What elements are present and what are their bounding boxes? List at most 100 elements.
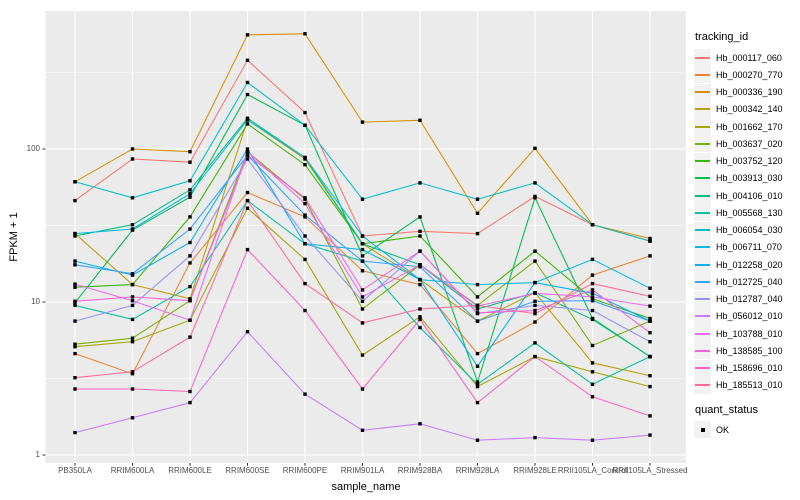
data-point	[648, 239, 652, 243]
data-point	[188, 150, 192, 154]
data-point	[418, 181, 422, 185]
data-point	[360, 120, 365, 124]
data-point	[475, 211, 480, 215]
data-point	[533, 320, 537, 324]
data-point	[303, 201, 307, 206]
legend-key	[694, 290, 711, 308]
legend-label: Hb_185513_010	[716, 380, 783, 391]
data-point	[245, 33, 250, 37]
legend-key	[694, 118, 711, 135]
data-point	[648, 254, 652, 258]
legend-item-Hb_003637_020: Hb_003637_020	[694, 135, 783, 153]
data-point	[475, 364, 480, 368]
legend-item-Hb_005568_130: Hb_005568_130	[694, 204, 783, 222]
data-point	[130, 370, 135, 374]
data-point	[648, 304, 652, 308]
legend-item-Hb_003913_030: Hb_003913_030	[694, 169, 783, 187]
data-point	[648, 340, 652, 344]
data-point	[533, 249, 537, 253]
legend-label: Hb_012787_040	[716, 294, 783, 304]
data-point	[130, 227, 135, 231]
data-point	[130, 157, 135, 161]
legend-item-Hb_012725_040: Hb_012725_040	[694, 273, 783, 291]
legend-key	[694, 238, 711, 256]
legend-item-Hb_006054_030: Hb_006054_030	[694, 221, 783, 239]
data-point	[418, 249, 422, 253]
data-point	[303, 215, 307, 219]
data-point	[73, 180, 77, 184]
data-point	[303, 392, 307, 396]
legend-item-Hb_006711_070: Hb_006711_070	[694, 238, 782, 256]
legend-key	[694, 187, 711, 204]
data-point	[245, 153, 250, 157]
data-point	[73, 263, 77, 267]
data-point	[245, 147, 250, 151]
data-point	[418, 265, 422, 269]
data-point	[130, 372, 135, 376]
data-point	[533, 291, 537, 295]
data-point	[475, 282, 480, 287]
data-point	[533, 341, 537, 345]
data-point	[73, 430, 77, 435]
data-point	[130, 196, 135, 200]
data-point	[245, 80, 250, 85]
data-point	[73, 299, 77, 303]
data-point	[648, 384, 652, 389]
legend-label: Hb_158696_010	[716, 363, 783, 373]
data-point	[303, 213, 307, 217]
data-point	[590, 223, 595, 227]
data-point	[418, 263, 422, 267]
legend-key	[694, 359, 711, 377]
data-point	[130, 282, 135, 287]
data-point	[303, 163, 307, 167]
data-point	[245, 92, 250, 97]
data-point	[648, 294, 652, 298]
data-point	[303, 308, 307, 313]
legend-label: Hb_012725_040	[716, 276, 783, 287]
data-point	[475, 307, 480, 311]
data-point	[533, 146, 537, 150]
data-point	[130, 303, 135, 308]
data-point	[303, 281, 307, 286]
legend-item-Hb_103788_010: Hb_103788_010	[694, 325, 783, 342]
data-point	[188, 389, 192, 394]
data-point	[418, 215, 422, 219]
x-tick-label: RRIM600LE	[168, 466, 212, 475]
legend-line-swatch	[695, 194, 710, 197]
legend-key	[694, 421, 711, 438]
data-point	[73, 319, 77, 323]
data-point	[475, 197, 480, 201]
data-point	[130, 272, 135, 276]
data-point	[590, 395, 595, 399]
data-point	[360, 197, 365, 201]
data-point	[360, 353, 365, 357]
data-point	[188, 400, 192, 405]
data-point	[73, 351, 77, 356]
x-tick-label: RRIM600LA	[110, 466, 155, 475]
data-point	[533, 280, 537, 285]
legend-key	[694, 307, 711, 325]
data-point	[360, 299, 365, 303]
data-point	[130, 223, 135, 227]
x-tick-label: RRIM928LE	[513, 466, 557, 475]
legend-label: Hb_138585_100	[716, 345, 783, 356]
y-axis-title: FPKM + 1	[8, 212, 20, 262]
legend-key	[694, 256, 711, 273]
legend-label: Hb_056012_010	[716, 311, 783, 322]
data-point	[188, 299, 192, 303]
data-point	[590, 299, 595, 303]
data-point	[303, 110, 307, 115]
data-point	[188, 188, 192, 192]
x-tick-label: RRII105LA_Stressed	[612, 466, 688, 475]
data-point	[590, 257, 595, 262]
data-point	[533, 354, 537, 359]
data-point	[533, 259, 537, 263]
legend-item-Hb_000342_140: Hb_000342_140	[694, 100, 783, 118]
data-point	[188, 227, 192, 231]
legend-item-Hb_158696_010: Hb_158696_010	[694, 359, 783, 377]
legend-key	[694, 169, 711, 187]
data-point	[245, 190, 250, 195]
data-point	[130, 317, 135, 322]
